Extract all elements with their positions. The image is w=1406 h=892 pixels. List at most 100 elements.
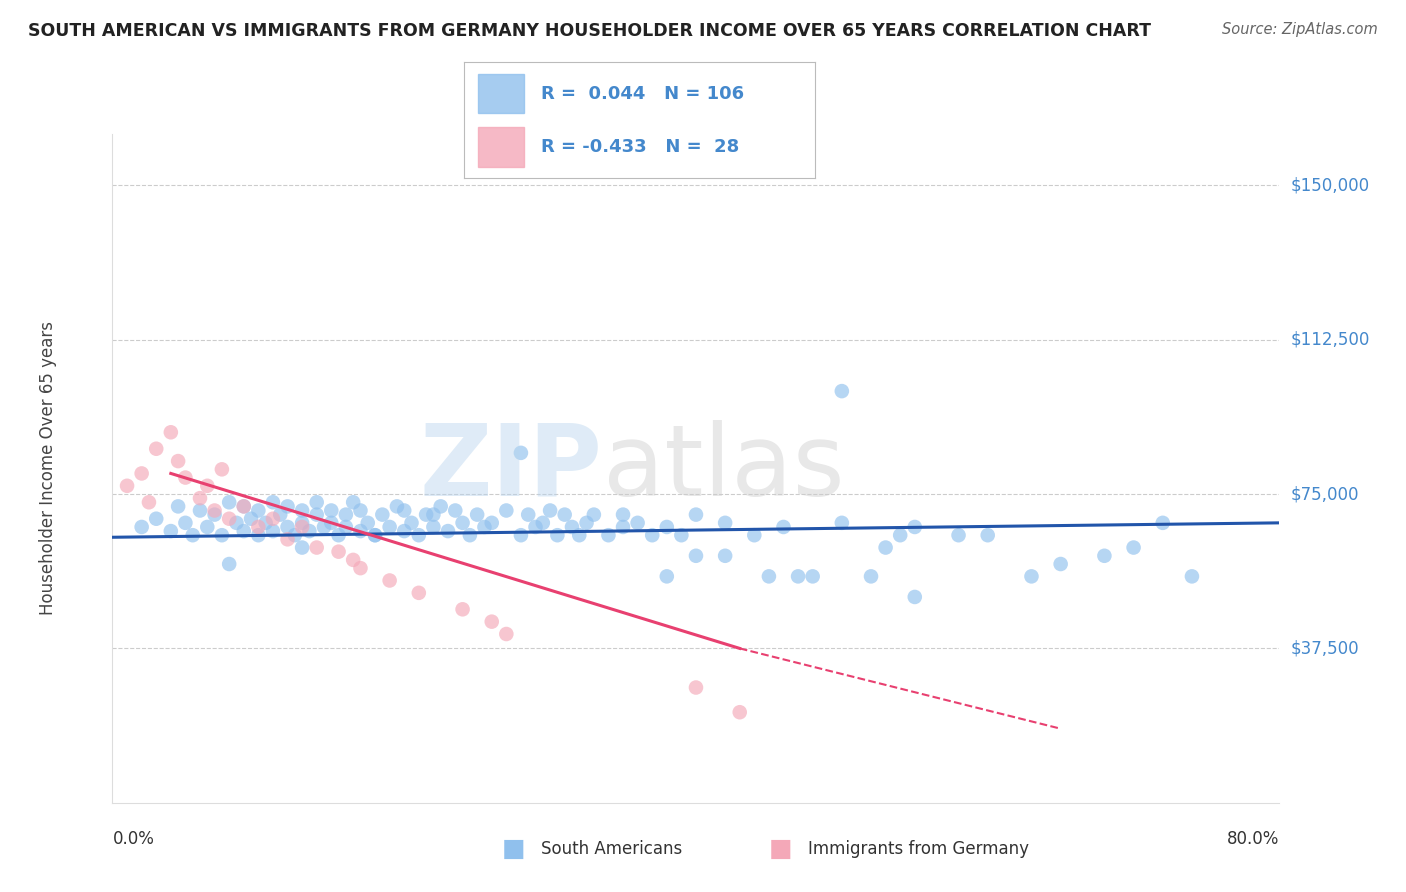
- Point: [195, 520, 218, 534]
- Point: [889, 528, 911, 542]
- Point: [328, 544, 350, 558]
- Point: [305, 541, 328, 555]
- Point: [568, 528, 591, 542]
- Point: [232, 500, 254, 514]
- Point: [451, 602, 474, 616]
- Point: [364, 528, 387, 542]
- Point: [321, 516, 343, 530]
- Point: [758, 569, 780, 583]
- Point: [598, 528, 620, 542]
- Point: [181, 528, 204, 542]
- Point: [612, 520, 634, 534]
- Point: [408, 528, 430, 542]
- Point: [685, 508, 707, 522]
- Point: [371, 508, 394, 522]
- Point: [247, 503, 270, 517]
- Point: [342, 495, 364, 509]
- Point: [538, 503, 561, 517]
- Point: [312, 520, 335, 534]
- Point: [626, 516, 648, 530]
- Point: [531, 516, 554, 530]
- Text: Householder Income Over 65 years: Householder Income Over 65 years: [39, 321, 58, 615]
- Point: [167, 454, 190, 468]
- Point: [188, 503, 211, 517]
- Point: [481, 516, 503, 530]
- Point: [138, 495, 160, 509]
- Point: [612, 508, 634, 522]
- Point: [357, 516, 380, 530]
- Point: [131, 467, 153, 481]
- Point: [218, 495, 240, 509]
- Point: [204, 508, 226, 522]
- Point: [422, 520, 444, 534]
- Point: [240, 512, 263, 526]
- Point: [335, 520, 357, 534]
- Point: [160, 524, 183, 538]
- Bar: [478, 128, 524, 167]
- Point: [188, 491, 211, 505]
- Point: [495, 503, 517, 517]
- Point: [1049, 557, 1071, 571]
- Point: [247, 520, 270, 534]
- Point: [422, 508, 444, 522]
- Point: [298, 524, 321, 538]
- Point: [875, 541, 897, 555]
- Point: [517, 508, 540, 522]
- Point: [415, 508, 437, 522]
- Point: [831, 384, 853, 398]
- Point: [714, 516, 737, 530]
- Text: Immigrants from Germany: Immigrants from Germany: [808, 840, 1029, 858]
- Point: [509, 446, 531, 460]
- Point: [904, 520, 927, 534]
- Point: [451, 516, 474, 530]
- Point: [262, 495, 284, 509]
- Point: [305, 495, 328, 509]
- Text: SOUTH AMERICAN VS IMMIGRANTS FROM GERMANY HOUSEHOLDER INCOME OVER 65 YEARS CORRE: SOUTH AMERICAN VS IMMIGRANTS FROM GERMAN…: [28, 22, 1152, 40]
- Point: [284, 528, 307, 542]
- Point: [195, 479, 218, 493]
- Point: [437, 524, 460, 538]
- Text: $150,000: $150,000: [1291, 177, 1369, 194]
- Text: 80.0%: 80.0%: [1227, 830, 1279, 847]
- Point: [685, 549, 707, 563]
- Point: [524, 520, 547, 534]
- Text: ■: ■: [502, 838, 524, 861]
- Point: [291, 503, 314, 517]
- Point: [328, 528, 350, 542]
- Point: [976, 528, 998, 542]
- Text: R = -0.433   N =  28: R = -0.433 N = 28: [541, 138, 740, 156]
- Point: [160, 425, 183, 440]
- Text: $37,500: $37,500: [1291, 640, 1360, 657]
- Point: [131, 520, 153, 534]
- Point: [291, 520, 314, 534]
- Point: [948, 528, 970, 542]
- Point: [378, 574, 401, 588]
- Point: [291, 516, 314, 530]
- Point: [1021, 569, 1043, 583]
- Point: [349, 524, 371, 538]
- Point: [429, 500, 451, 514]
- Point: [392, 503, 416, 517]
- Point: [262, 512, 284, 526]
- Point: [335, 508, 357, 522]
- Point: [904, 590, 927, 604]
- Point: [385, 500, 408, 514]
- Point: [291, 541, 314, 555]
- Point: [831, 516, 853, 530]
- Point: [481, 615, 503, 629]
- Text: ■: ■: [769, 838, 792, 861]
- Point: [276, 533, 298, 547]
- Point: [787, 569, 810, 583]
- Point: [474, 520, 496, 534]
- Point: [254, 516, 277, 530]
- Point: [655, 569, 678, 583]
- Point: [269, 508, 291, 522]
- Point: [232, 500, 254, 514]
- Point: [1122, 541, 1144, 555]
- Point: [408, 586, 430, 600]
- Point: [378, 520, 401, 534]
- Text: 0.0%: 0.0%: [112, 830, 155, 847]
- Point: [276, 500, 298, 514]
- Point: [321, 503, 343, 517]
- Point: [342, 553, 364, 567]
